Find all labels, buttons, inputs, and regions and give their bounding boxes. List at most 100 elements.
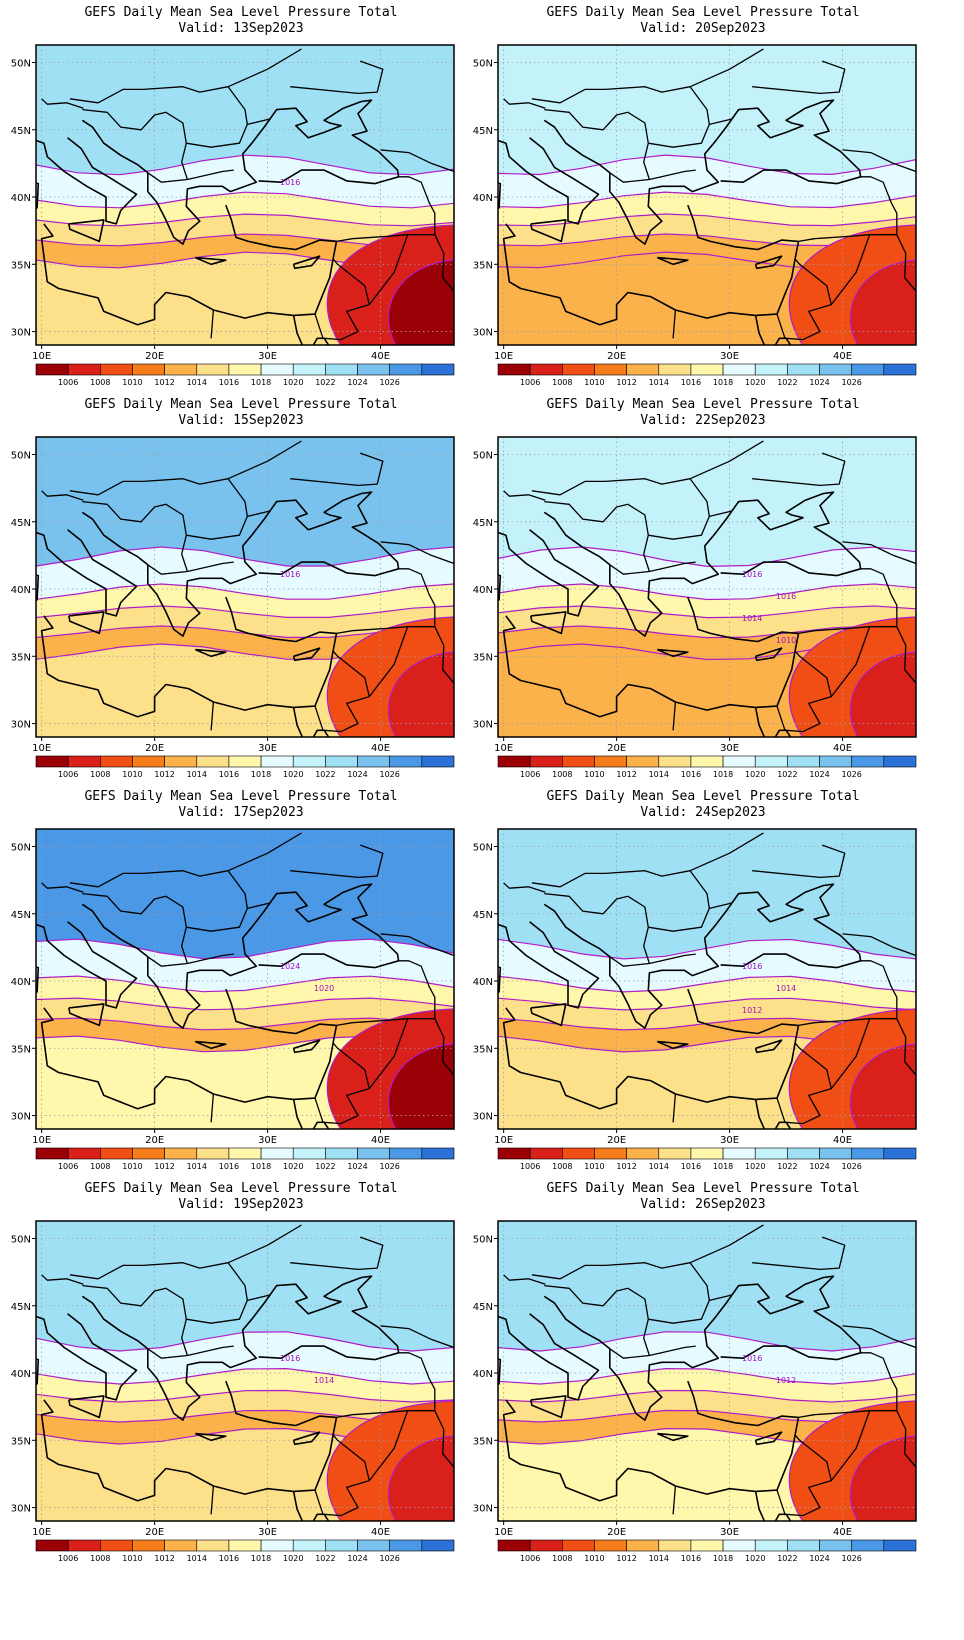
country-border (643, 143, 651, 180)
colorbar-swatch (497, 363, 531, 376)
colorbar-swatch (292, 1147, 326, 1160)
colorbar-label: 1024 (809, 1162, 829, 1171)
map-plot: 1016 1014 50N 45N 40N 35N 30N 10E 20E 30E 40E 1006 1… (11, 1220, 455, 1563)
coastline (81, 883, 400, 1029)
colorbar-swatch (529, 363, 563, 376)
colorbar-swatch (690, 1147, 724, 1160)
country-border (786, 1042, 832, 1125)
map-title: GEFS Daily Mean Sea Level Pressure Total (84, 397, 398, 412)
contour-label: 1016 (742, 570, 762, 579)
map-frame (497, 1220, 917, 1522)
lat-tick-label: 30N (11, 328, 31, 339)
coastline (656, 256, 689, 266)
colorbar-label: 1020 (745, 1162, 765, 1171)
colorbar-label: 1012 (616, 378, 636, 387)
country-border (69, 1262, 248, 1324)
contour-label: 1016 (280, 1354, 300, 1363)
lat-tick-label: 35N (473, 1044, 493, 1055)
colorbar-label: 1014 (649, 378, 669, 387)
colorbar-label: 1008 (90, 1554, 110, 1563)
country-border (689, 1224, 764, 1264)
map-plot: 1016 1014 1012 50N 45N 40N 35N 30N 10E 20E 30E 40E 1… (473, 828, 917, 1171)
country-border (368, 626, 409, 697)
coastline (498, 966, 502, 993)
lat-tick-label: 40N (473, 585, 493, 596)
country-border (368, 1410, 409, 1481)
colorbar-swatch (594, 755, 627, 768)
colorbar-label: 1008 (90, 770, 110, 779)
colorbar-label: 1018 (713, 1554, 733, 1563)
country-border (798, 568, 898, 635)
map-valid-date: Valid: 20Sep2023 (640, 21, 766, 36)
colorbar-swatch (100, 1147, 133, 1160)
coastline (498, 921, 600, 1009)
lon-tick-label: 30E (258, 1527, 277, 1538)
colorbar-label: 1016 (681, 1162, 701, 1171)
lat-tick-label: 40N (11, 1369, 31, 1380)
map-title: GEFS Daily Mean Sea Level Pressure Total (546, 1181, 860, 1196)
contour-label: 1016 (742, 962, 762, 971)
colorbar-label: 1016 (681, 770, 701, 779)
map-panel: GEFS Daily Mean Sea Level Pressure Total… (462, 784, 944, 1194)
colorbar-label: 1014 (649, 770, 669, 779)
country-border (324, 650, 370, 733)
coastline (292, 1039, 321, 1054)
colorbar-label: 1014 (649, 1554, 669, 1563)
colorbar-swatch (851, 1539, 885, 1552)
colorbar-swatch (164, 1539, 198, 1552)
lon-tick-label: 10E (32, 1135, 51, 1146)
country-border (181, 1319, 189, 1356)
colorbar-swatch (164, 755, 198, 768)
country-border (181, 143, 189, 180)
map-title: GEFS Daily Mean Sea Level Pressure Total (546, 789, 860, 804)
country-border (290, 1236, 384, 1271)
colorbar-label: 1024 (347, 1554, 367, 1563)
coastline (754, 707, 792, 737)
country-border (609, 561, 696, 575)
coastline (292, 1491, 330, 1521)
coastline (754, 255, 783, 270)
country-border (896, 1410, 916, 1469)
colorbar-swatch (819, 755, 852, 768)
lat-tick-label: 40N (473, 193, 493, 204)
coastline (754, 315, 792, 345)
country-border (798, 1352, 898, 1419)
coastline (292, 647, 321, 662)
colorbar-label: 1006 (58, 378, 78, 387)
colorbar-swatch (228, 1539, 262, 1552)
colorbar-label: 1022 (777, 378, 797, 387)
country-border (776, 1097, 786, 1123)
colorbar-swatch (325, 1539, 358, 1552)
lat-tick-label: 30N (473, 720, 493, 731)
colorbar-label: 1024 (809, 1554, 829, 1563)
colorbar-swatch (132, 1539, 165, 1552)
country-border (247, 1294, 271, 1302)
contour-label: 1014 (742, 614, 762, 623)
coastline (754, 1099, 792, 1129)
country-border (314, 1489, 324, 1515)
colorbar-swatch (260, 755, 294, 768)
colorbar-label: 1008 (90, 378, 110, 387)
lon-tick-label: 20E (145, 743, 164, 754)
lon-tick-label: 10E (494, 1527, 513, 1538)
map-valid-date: Valid: 19Sep2023 (178, 1197, 304, 1212)
colorbar-swatch (421, 1147, 455, 1160)
colorbar-swatch (389, 363, 423, 376)
colorbar-label: 1024 (347, 770, 367, 779)
colorbar-swatch (497, 755, 531, 768)
country-border (776, 705, 786, 731)
lat-tick-label: 50N (473, 58, 493, 69)
coastline (498, 182, 502, 209)
colorbar-swatch (883, 363, 917, 376)
country-border (830, 1018, 871, 1089)
colorbar-swatch (787, 1539, 820, 1552)
coastline (194, 1040, 227, 1050)
coastline (543, 491, 862, 637)
coastline (502, 988, 800, 1110)
lon-tick-label: 40E (371, 1135, 390, 1146)
colorbar-swatch (421, 363, 455, 376)
coastline (36, 1313, 138, 1401)
pressure-low-core (849, 259, 916, 345)
coastline (292, 1431, 321, 1446)
map-plot: 1016 50N 45N 40N 35N 30N 10E 20E 30E 40E 1006 1008 1… (11, 436, 455, 779)
